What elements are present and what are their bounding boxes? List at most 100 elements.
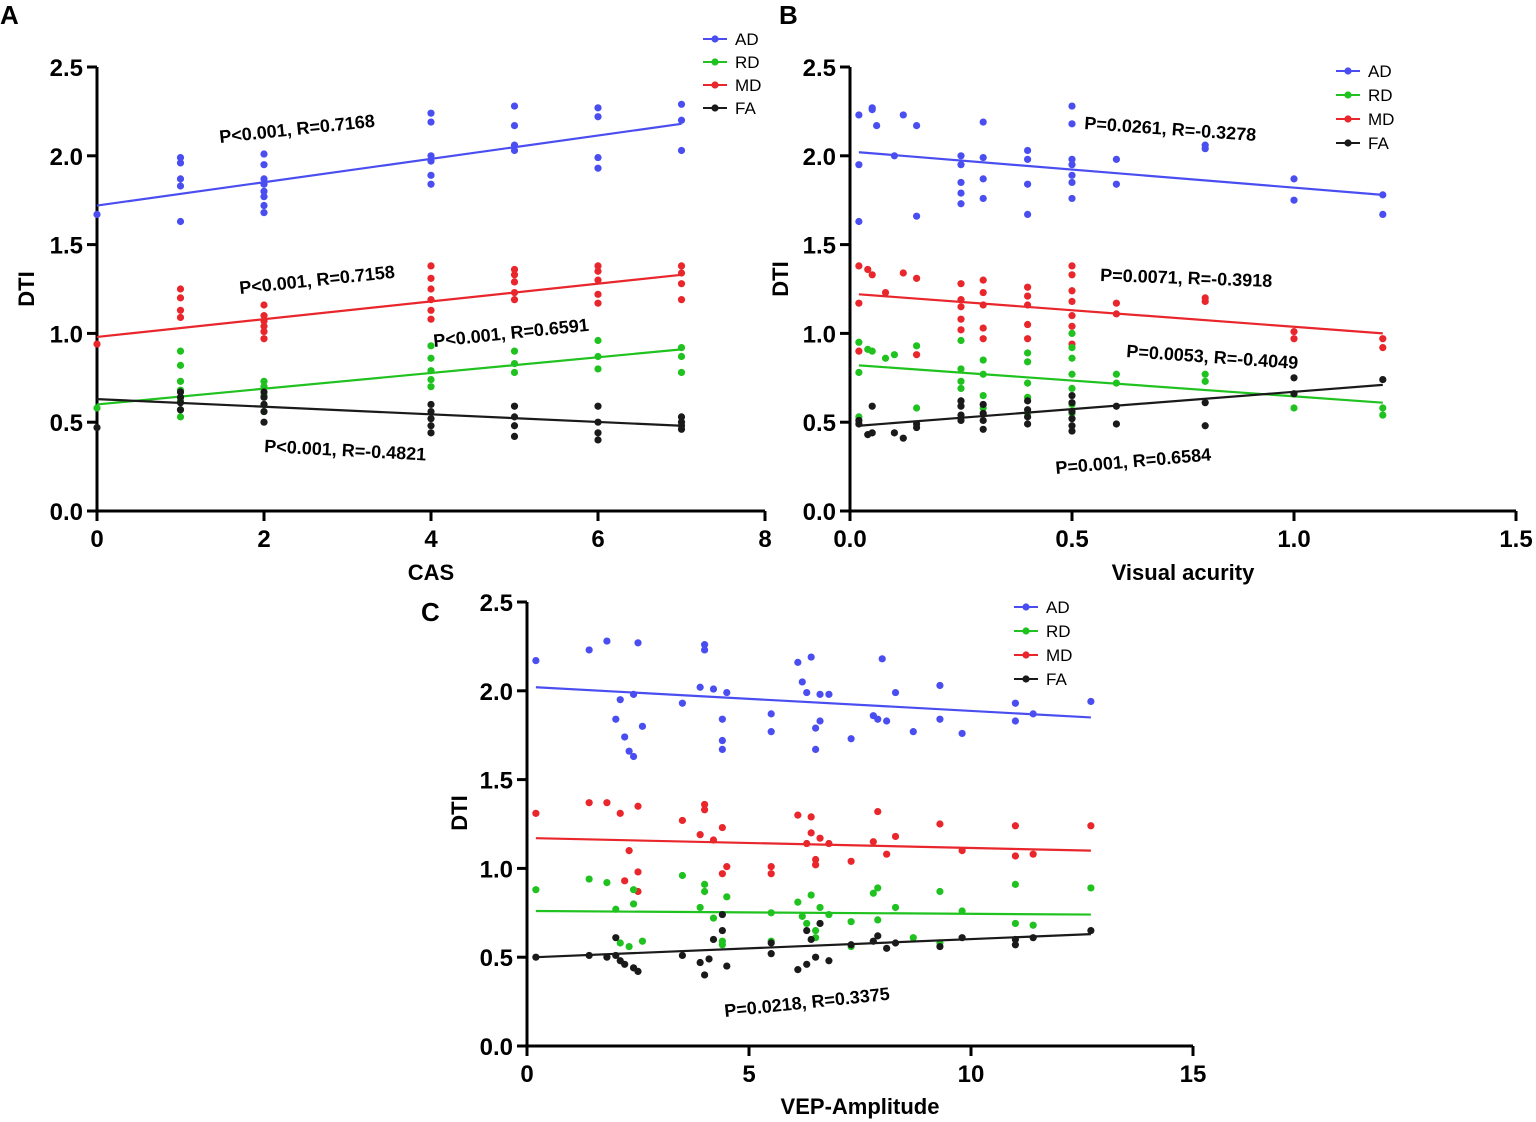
- data-point-md: [585, 799, 593, 807]
- data-point-rd: [868, 347, 876, 355]
- fit-line-rd: [96, 348, 682, 406]
- data-point-fa: [176, 393, 185, 401]
- data-point-ad: [1112, 180, 1120, 188]
- data-point-ad: [427, 180, 435, 188]
- data-point-md: [260, 301, 268, 309]
- data-point-rd: [874, 884, 882, 892]
- data-point-rd: [855, 368, 863, 377]
- data-point-ad: [176, 153, 185, 162]
- data-point-ad: [855, 161, 863, 169]
- data-point-fa: [696, 958, 704, 967]
- data-point-rd: [625, 942, 633, 951]
- data-point-fa: [1201, 399, 1209, 407]
- fit-line-ad: [535, 686, 1091, 719]
- data-point-ad: [260, 175, 268, 183]
- legend-swatch-marker: [711, 35, 719, 43]
- data-point-ad: [855, 111, 863, 119]
- data-point-md: [1011, 822, 1020, 830]
- data-point-fa: [427, 400, 435, 409]
- stat-annotation-fa: P<0.001, R=-0.4821: [264, 436, 427, 464]
- y-tick-label: 2.5: [50, 55, 83, 82]
- fit-line-rd: [858, 364, 1383, 404]
- data-point-rd: [629, 900, 638, 908]
- series-rd: [532, 871, 1095, 951]
- data-point-md: [807, 813, 815, 821]
- data-point-rd: [629, 886, 638, 894]
- data-point-rd: [585, 875, 593, 883]
- data-point-ad: [701, 646, 709, 654]
- data-point-md: [427, 262, 435, 270]
- data-point-ad: [1290, 175, 1298, 183]
- data-point-rd: [1201, 377, 1209, 385]
- data-point-ad: [718, 715, 726, 723]
- data-point-md: [891, 832, 900, 841]
- data-point-fa: [718, 926, 726, 935]
- data-point-ad: [891, 688, 900, 697]
- x-tick-label: 4: [424, 526, 438, 553]
- data-point-rd: [176, 377, 185, 385]
- legend-label: MD: [1368, 110, 1394, 129]
- data-point-ad: [260, 187, 268, 195]
- data-point-fa: [510, 432, 519, 441]
- data-point-ad: [427, 109, 435, 117]
- stat-annotation-fa: P=0.0218, R=0.3375: [723, 984, 890, 1021]
- data-point-ad: [510, 146, 519, 155]
- data-point-ad: [1068, 161, 1076, 169]
- fit-line-ad: [96, 122, 682, 207]
- x-tick-label: 0: [90, 526, 103, 553]
- y-tick-label: 1.5: [50, 233, 83, 260]
- data-point-md: [812, 855, 820, 864]
- data-point-fa: [874, 932, 882, 940]
- data-point-md: [855, 299, 863, 307]
- legend-swatch-marker: [711, 58, 719, 66]
- data-point-fa: [621, 960, 629, 968]
- y-tick-label: 0.5: [480, 945, 513, 972]
- x-tick-label: 8: [758, 526, 771, 553]
- y-tick-label: 2.0: [803, 144, 836, 171]
- data-point-ad: [1068, 120, 1076, 128]
- data-point-md: [957, 326, 965, 334]
- data-point-rd: [701, 887, 709, 896]
- data-point-fa: [816, 919, 824, 928]
- data-point-rd: [957, 377, 965, 385]
- data-point-md: [176, 294, 185, 302]
- data-point-ad: [634, 639, 642, 647]
- data-point-fa: [979, 400, 987, 409]
- data-point-md: [260, 312, 268, 320]
- data-point-fa: [260, 393, 268, 401]
- data-point-md: [176, 306, 185, 314]
- y-tick-label: 2.0: [480, 679, 513, 706]
- data-point-ad: [958, 729, 966, 738]
- data-point-ad: [1290, 196, 1298, 204]
- data-point-ad: [585, 646, 593, 654]
- data-point-rd: [1024, 379, 1032, 387]
- y-tick-label: 1.0: [480, 856, 513, 883]
- y-tick-label: 1.5: [480, 768, 513, 795]
- data-point-fa: [532, 953, 540, 961]
- x-tick-label: 1.0: [1277, 526, 1310, 553]
- data-point-rd: [957, 384, 965, 393]
- data-point-rd: [709, 914, 718, 922]
- data-point-rd: [855, 338, 863, 346]
- data-point-md: [427, 285, 435, 293]
- data-point-ad: [1068, 102, 1076, 110]
- data-point-md: [957, 303, 965, 311]
- data-point-fa: [260, 388, 268, 396]
- data-point-md: [594, 262, 602, 270]
- data-point-md: [677, 280, 686, 288]
- data-point-md: [957, 280, 965, 288]
- fit-line-fa: [535, 933, 1091, 959]
- data-point-ad: [260, 150, 268, 158]
- legend-swatch-marker: [1344, 91, 1352, 99]
- data-point-ad: [176, 182, 185, 190]
- data-point-fa: [868, 429, 876, 437]
- data-point-ad: [825, 690, 833, 698]
- data-point-md: [825, 839, 833, 848]
- data-point-ad: [936, 715, 944, 723]
- data-point-fa: [794, 966, 802, 974]
- data-point-ad: [957, 200, 965, 208]
- stat-annotation-rd: P=0.0053, R=-0.4049: [1126, 341, 1299, 373]
- data-point-ad: [260, 161, 268, 169]
- data-point-ad: [678, 699, 687, 707]
- legend-swatch-marker: [1344, 67, 1352, 75]
